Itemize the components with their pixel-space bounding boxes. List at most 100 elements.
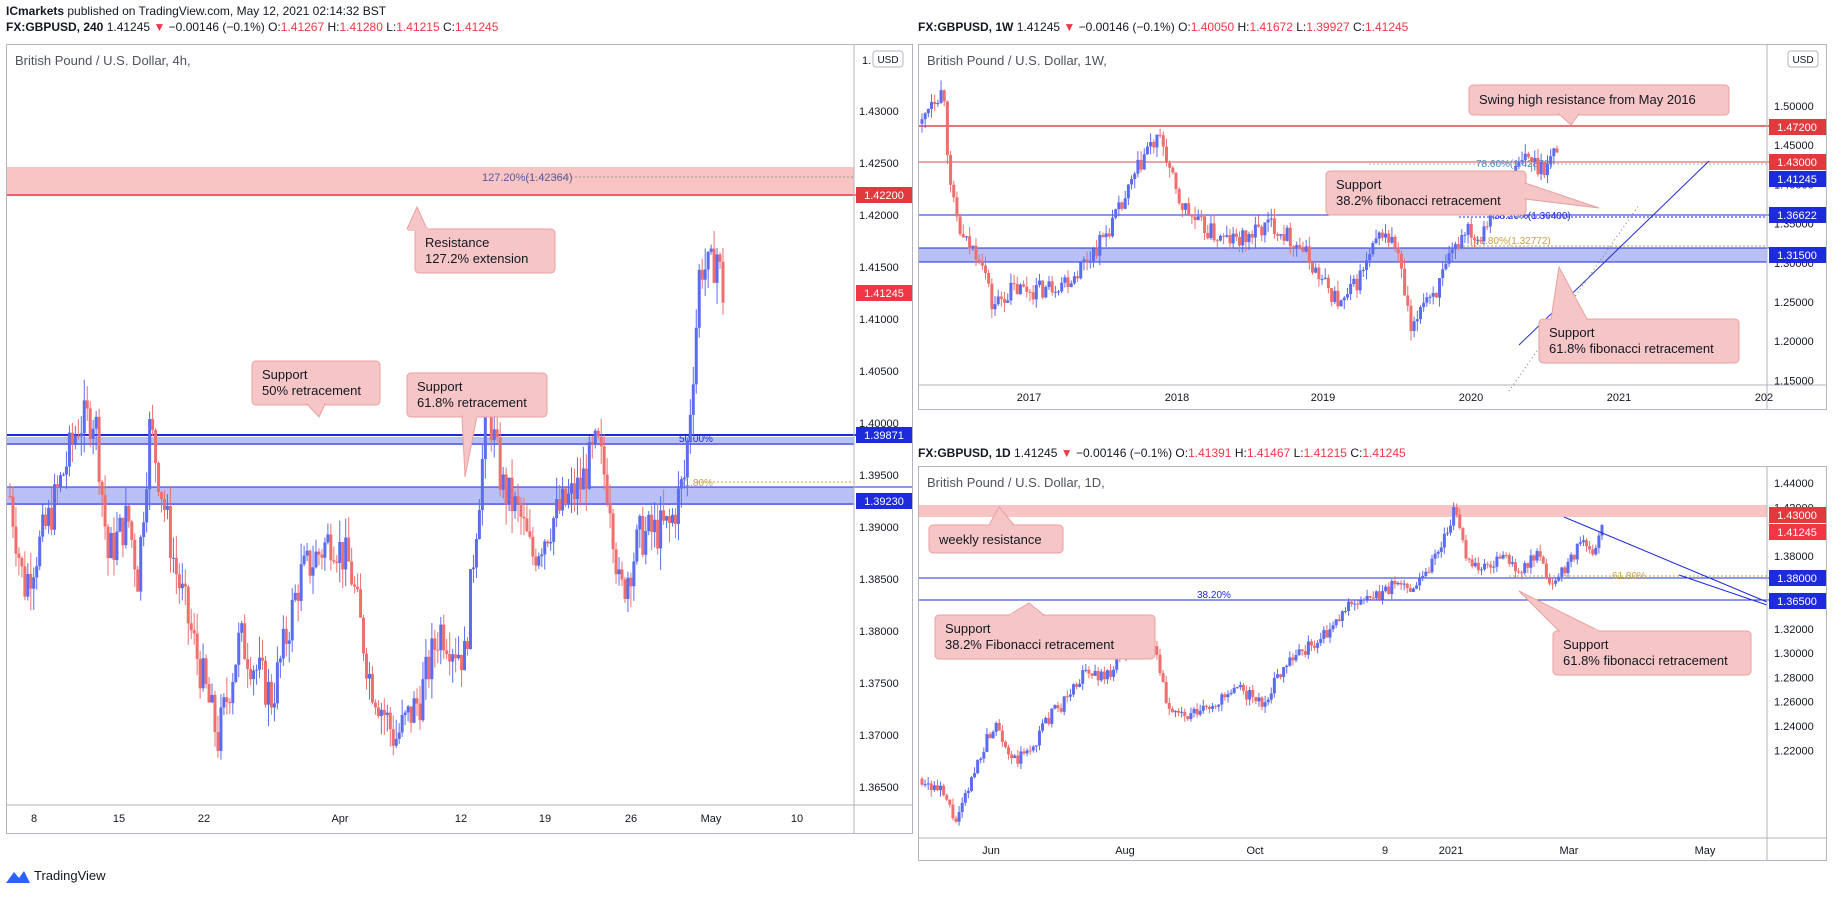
chart-1d-svg[interactable]: 38.20% 61.80% 1.440001.420001.400001.380…: [919, 467, 1826, 860]
callout-support-382[interactable]: Support 38.2% fibonacci retracement: [1325, 170, 1600, 216]
candle-body: [1362, 599, 1366, 601]
candle-body: [171, 557, 175, 559]
chart-4h-svg[interactable]: 127.20%(1.42364) 50.00% 61.80% 1.430001.…: [7, 45, 912, 833]
chart-1w[interactable]: 78.60%(1.42878) 38.20%(1.36400) 61.80%(1…: [918, 44, 1827, 410]
callout-support-50[interactable]: Support 50% retracement: [251, 360, 381, 418]
candle-body: [454, 654, 458, 659]
candle-body: [1082, 259, 1086, 263]
candle-body: [694, 327, 698, 385]
candle-body: [1411, 588, 1415, 592]
candle-body: [1361, 269, 1365, 271]
candle-body: [1539, 162, 1543, 175]
candle-body: [1447, 253, 1451, 264]
candle-body: [237, 632, 241, 665]
price-tag-support1-text: 1.39871: [864, 430, 904, 442]
candle-body: [1063, 277, 1067, 283]
price-tag-last-text: 1.41245: [864, 288, 904, 300]
trendline-down: [1563, 516, 1768, 603]
candle-body: [691, 384, 695, 415]
candle-body: [177, 574, 181, 589]
candle-body: [578, 477, 582, 490]
currency-badge[interactable]: [872, 50, 904, 68]
candle-body: [1572, 554, 1576, 560]
callout-support-618[interactable]: Support 61.8% fibonacci retracement: [1518, 590, 1752, 676]
candle-body: [1464, 540, 1468, 559]
callout-swing-high[interactable]: Swing high resistance from May 2016: [1468, 84, 1730, 126]
candle-body: [210, 694, 214, 703]
candle-body: [1123, 198, 1127, 209]
price-tag-s1-text: 1.38000: [1777, 573, 1817, 585]
candle-body: [1099, 671, 1103, 681]
h4-symbol-line: FX:GBPUSD, 240 1.41245 ▼ −0.00146 (−0.1%…: [6, 20, 498, 34]
callout-support-618[interactable]: Support 61.8% retracement: [406, 372, 548, 478]
callout-weekly-resistance[interactable]: weekly resistance: [928, 506, 1064, 554]
candle-body: [1551, 583, 1555, 585]
price-tag-support2: [856, 493, 912, 509]
candle-body: [281, 628, 285, 659]
candle-body: [1377, 232, 1381, 239]
candle-body: [641, 515, 645, 555]
time-tick-label: 10: [791, 813, 803, 825]
candle-body: [954, 818, 958, 822]
candle-body: [1053, 291, 1057, 293]
published-text: published on TradingView.com, May 12, 20…: [67, 4, 387, 18]
callout-support-382[interactable]: Support 38.2% Fibonacci retracement: [934, 602, 1156, 660]
candle-body: [1470, 559, 1474, 567]
candle-body: [1563, 567, 1567, 574]
candle-body: [1384, 586, 1388, 592]
candle-body: [1461, 528, 1465, 541]
candle-body: [1204, 705, 1208, 707]
candle-body: [955, 197, 959, 217]
time-tick-label: 2021: [1439, 845, 1463, 857]
candle-body: [1342, 297, 1346, 301]
candle-body: [567, 493, 571, 505]
candle-body: [599, 436, 603, 447]
candle-body: [1384, 233, 1388, 238]
candle-body: [1285, 665, 1289, 668]
candle-body: [632, 561, 636, 587]
candle-body: [326, 534, 330, 543]
candle-body: [1241, 230, 1245, 246]
candle-body: [1222, 235, 1226, 237]
candle-body: [192, 630, 196, 634]
candle-body: [269, 681, 273, 708]
candle-body: [100, 481, 104, 495]
candle-body: [448, 654, 452, 662]
candle-body: [385, 712, 389, 715]
candle-body: [1079, 262, 1083, 279]
candle-body: [1297, 649, 1301, 655]
candle-body: [1170, 708, 1174, 713]
price-tick-label: 1.44000: [1774, 478, 1814, 490]
price-tag-last: [1769, 171, 1826, 187]
chart-1d[interactable]: 38.20% 61.80% 1.440001.420001.400001.380…: [918, 466, 1827, 861]
callout-support-618[interactable]: Support 61.8% fibonacci retracement: [1538, 265, 1740, 364]
candle-body: [1498, 556, 1502, 559]
candle-body: [936, 102, 940, 105]
candle-body: [341, 541, 345, 570]
down-arrow-icon: ▼: [1060, 446, 1073, 460]
candle-body: [20, 557, 24, 567]
candle-body: [1381, 591, 1385, 600]
candle-body: [1472, 237, 1476, 240]
tradingview-logo[interactable]: TradingView: [6, 868, 106, 883]
currency-badge[interactable]: [1787, 50, 1819, 68]
chart-4h[interactable]: 127.20%(1.42364) 50.00% 61.80% 1.43000 1.…: [6, 44, 913, 834]
tradingview-logo-text: TradingView: [34, 868, 106, 883]
candle-body: [676, 488, 680, 524]
chart-1w-svg[interactable]: 78.60%(1.42878) 38.20%(1.36400) 61.80%(1…: [919, 45, 1826, 409]
candle-body: [1183, 711, 1187, 717]
candle-body: [1016, 755, 1020, 764]
w1-change: −0.00146 (−0.1%): [1078, 20, 1175, 34]
time-tick-label: 8: [31, 813, 37, 825]
candle-body: [403, 712, 407, 716]
candle-body: [584, 468, 588, 489]
price-tick-label: 1.37000: [859, 730, 899, 742]
candle-body: [1056, 705, 1060, 709]
candle-body: [1034, 745, 1038, 747]
candle-body: [388, 712, 392, 730]
candle-body: [293, 592, 297, 600]
candle-body: [219, 707, 223, 751]
candle-body: [1235, 687, 1239, 689]
callout-resistance[interactable]: Resistance 127.2% extension: [406, 205, 556, 274]
candle-body: [1041, 723, 1045, 731]
